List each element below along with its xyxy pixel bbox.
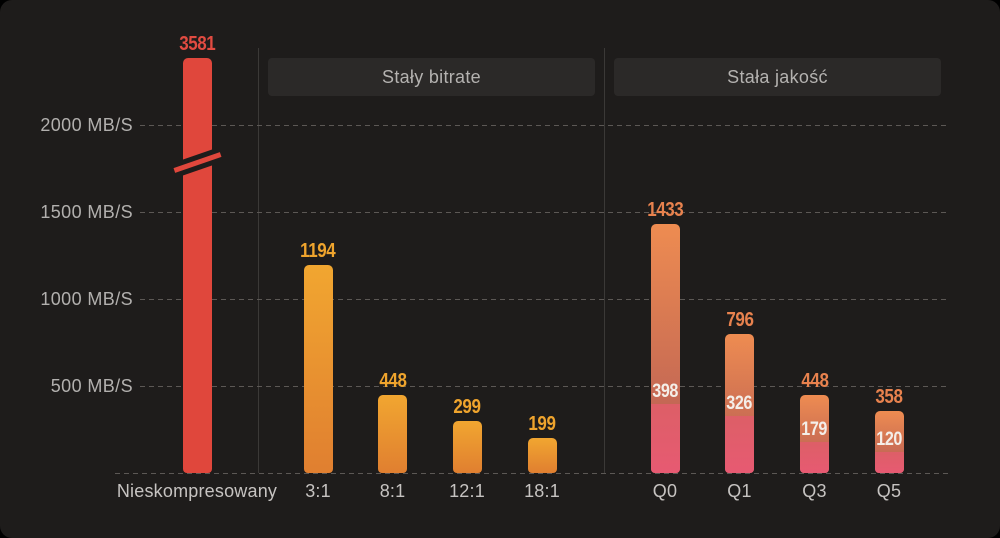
bar-8:1 xyxy=(378,395,407,473)
category-label-12:1: 12:1 xyxy=(449,481,485,501)
bar-segment-Q0 xyxy=(650,404,680,473)
bar-value-label-12:1: 299 xyxy=(453,396,481,418)
category-label-Q0: Q0 xyxy=(652,481,678,501)
bar-value-label-Q1: 796 xyxy=(725,309,754,331)
category-label-3:1: 3:1 xyxy=(305,481,331,501)
segment-value-label-Q5: 120 xyxy=(876,429,902,450)
bar-value-label-Q0: 1433 xyxy=(646,199,684,221)
segment-value-label-Q0: 398 xyxy=(652,381,678,402)
y-axis-label-500: 500 MB/S xyxy=(50,376,133,396)
category-label-18:1: 18:1 xyxy=(524,481,560,501)
gridline-500 xyxy=(140,386,950,387)
group-header-staly-bitrate: Stały bitrate xyxy=(268,58,595,96)
bar-value-label-Nieskompresowany: 3581 xyxy=(178,33,216,55)
category-label-Nieskompresowany: Nieskompresowany xyxy=(116,481,278,501)
segment-value-label-Q1: 326 xyxy=(726,393,753,414)
y-axis-label-1000: 1000 MB/S xyxy=(40,289,133,309)
bar-segment-Q5 xyxy=(874,452,904,473)
bar-Q3: 179 xyxy=(800,395,829,473)
category-label-Q1: Q1 xyxy=(727,481,752,501)
y-axis-label-2000: 2000 MB/S xyxy=(40,115,133,135)
group-divider-right xyxy=(604,48,605,473)
bar-18:1 xyxy=(527,438,557,473)
bar-Nieskompresowany xyxy=(171,58,223,473)
y-axis-label-1500: 1500 MB/S xyxy=(40,202,133,222)
bar-segment-Q3 xyxy=(800,442,829,473)
bar-Q1: 326 xyxy=(725,334,754,473)
bar-Q5: 120 xyxy=(874,411,904,473)
bar-segment-Q1 xyxy=(725,416,754,473)
category-label-Q3: Q3 xyxy=(802,481,827,501)
segment-value-label-Q3: 179 xyxy=(801,419,828,440)
bar-Q0: 398 xyxy=(650,224,680,473)
bar-value-label-8:1: 448 xyxy=(378,370,407,392)
bar-value-label-Q5: 358 xyxy=(875,386,903,408)
bar-value-label-18:1: 199 xyxy=(528,413,556,435)
bar-12:1 xyxy=(452,421,482,473)
bar-value-label-Q3: 448 xyxy=(800,370,829,392)
x-axis-baseline xyxy=(115,473,950,474)
gridline-1500 xyxy=(140,212,950,213)
bar-value-label-3:1: 1194 xyxy=(300,240,336,262)
category-label-8:1: 8:1 xyxy=(379,481,406,501)
gridline-1000 xyxy=(140,299,950,300)
group-divider-left xyxy=(258,48,259,473)
category-label-Q5: Q5 xyxy=(876,481,902,501)
bar-3:1 xyxy=(303,265,333,473)
group-header-stala-jakosc: Stała jakość xyxy=(614,58,941,96)
gridline-2000 xyxy=(140,125,950,126)
